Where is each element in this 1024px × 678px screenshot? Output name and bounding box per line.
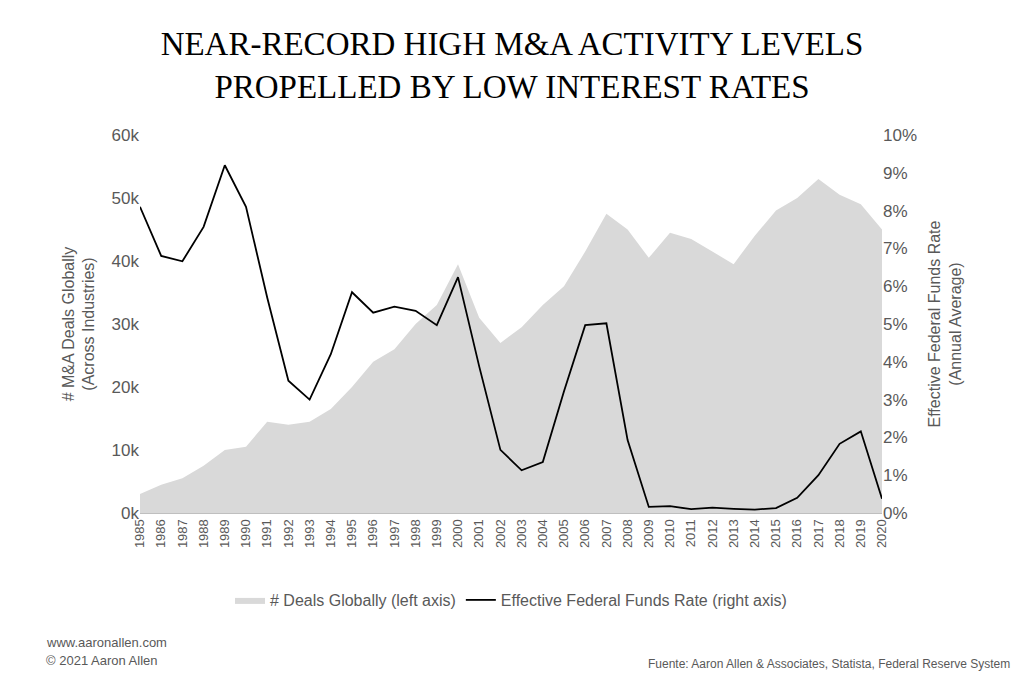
svg-text:2020: 2020: [874, 519, 889, 548]
svg-text:1991: 1991: [259, 519, 274, 548]
svg-text:# M&A Deals Globally(Across In: # M&A Deals Globally(Across Industries): [60, 247, 98, 402]
svg-text:8%: 8%: [883, 202, 908, 221]
svg-text:2001: 2001: [471, 519, 486, 548]
svg-text:2002: 2002: [493, 519, 508, 548]
svg-text:1992: 1992: [281, 519, 296, 548]
svg-text:1989: 1989: [217, 519, 232, 548]
svg-text:2016: 2016: [789, 519, 804, 548]
svg-text:2007: 2007: [599, 519, 614, 548]
svg-text:2011: 2011: [683, 519, 698, 547]
svg-text:1998: 1998: [408, 519, 423, 548]
svg-text:1994: 1994: [323, 519, 338, 548]
svg-text:5%: 5%: [883, 315, 908, 334]
svg-text:2009: 2009: [641, 519, 656, 548]
svg-text:1990: 1990: [238, 519, 253, 548]
svg-text:50k: 50k: [112, 189, 140, 208]
svg-text:2%: 2%: [883, 428, 908, 447]
svg-text:2000: 2000: [450, 519, 465, 548]
svg-text:1987: 1987: [175, 519, 190, 548]
svg-text:40k: 40k: [112, 252, 140, 271]
svg-text:30k: 30k: [112, 315, 140, 334]
svg-text:60k: 60k: [112, 126, 140, 145]
svg-text:1995: 1995: [344, 519, 359, 548]
svg-text:2006: 2006: [577, 519, 592, 548]
svg-text:1993: 1993: [302, 519, 317, 548]
svg-text:6%: 6%: [883, 277, 908, 296]
svg-text:0k: 0k: [121, 504, 139, 523]
svg-text:2003: 2003: [514, 519, 529, 548]
svg-text:www.aaronallen.com: www.aaronallen.com: [46, 635, 167, 650]
svg-text:1999: 1999: [429, 519, 444, 548]
svg-text:4%: 4%: [883, 353, 908, 372]
svg-text:2015: 2015: [768, 519, 783, 548]
svg-text:Effective Federal Funds Rate (: Effective Federal Funds Rate (right axis…: [501, 592, 787, 609]
svg-text:1988: 1988: [196, 519, 211, 548]
svg-text:9%: 9%: [883, 164, 908, 183]
svg-text:2010: 2010: [662, 519, 677, 548]
svg-text:Fuente: Aaron Allen & Associat: Fuente: Aaron Allen & Associates, Statis…: [648, 657, 1010, 671]
svg-text:0%: 0%: [883, 504, 908, 523]
svg-text:2008: 2008: [620, 519, 635, 548]
svg-text:NEAR-RECORD HIGH M&A ACTIVITY: NEAR-RECORD HIGH M&A ACTIVITY LEVELSPROP…: [161, 26, 864, 105]
svg-text:2004: 2004: [535, 519, 550, 548]
svg-text:2005: 2005: [556, 519, 571, 548]
svg-text:2013: 2013: [726, 519, 741, 548]
svg-text:3%: 3%: [883, 391, 908, 410]
svg-text:1%: 1%: [883, 466, 908, 485]
svg-text:1997: 1997: [387, 519, 402, 548]
svg-text:1996: 1996: [365, 519, 380, 548]
svg-text:2017: 2017: [811, 519, 826, 548]
svg-text:10%: 10%: [883, 126, 917, 145]
svg-text:# Deals Globally (left axis): # Deals Globally (left axis): [270, 592, 456, 609]
svg-text:Effective Federal Funds Rate(A: Effective Federal Funds Rate(Annual Aver…: [926, 220, 964, 427]
svg-text:2012: 2012: [705, 519, 720, 548]
svg-text:2018: 2018: [832, 519, 847, 548]
svg-text:2019: 2019: [853, 519, 868, 548]
svg-text:1985: 1985: [132, 519, 147, 548]
svg-text:© 2021 Aaron Allen: © 2021 Aaron Allen: [46, 653, 158, 668]
svg-text:10k: 10k: [112, 441, 140, 460]
svg-text:1986: 1986: [153, 519, 168, 548]
svg-text:2014: 2014: [747, 519, 762, 548]
svg-text:7%: 7%: [883, 239, 908, 258]
svg-text:20k: 20k: [112, 378, 140, 397]
